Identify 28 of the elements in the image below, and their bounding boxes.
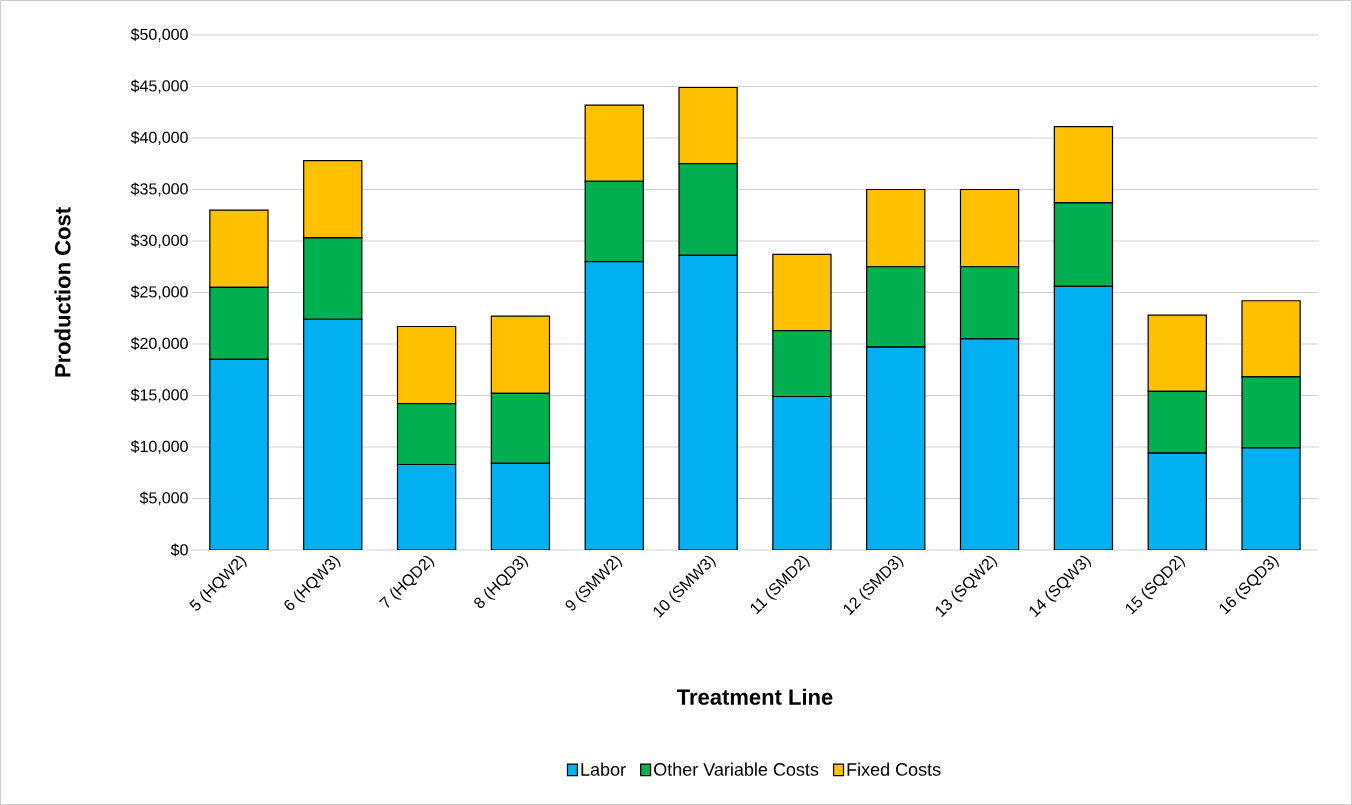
y-tick-label: $10,000 bbox=[130, 440, 188, 454]
y-tick-label: $45,000 bbox=[130, 79, 188, 94]
bar bbox=[209, 359, 269, 550]
bar bbox=[679, 255, 738, 550]
y-tick-label: $30,000 bbox=[130, 234, 188, 248]
y-tick-label: $0 bbox=[170, 543, 188, 557]
y-tick-label: $25,000 bbox=[130, 285, 188, 300]
bar bbox=[303, 319, 362, 550]
y-tick-label: $5,000 bbox=[139, 491, 188, 506]
bar bbox=[772, 396, 831, 550]
bar bbox=[960, 338, 1019, 550]
bar bbox=[1241, 447, 1301, 550]
y-tick-label: $20,000 bbox=[130, 337, 188, 351]
bar bbox=[585, 261, 644, 550]
x-axis-title: Treatment Line bbox=[677, 688, 833, 705]
bar bbox=[1148, 453, 1207, 550]
legend-label: Fixed Costs bbox=[847, 762, 941, 776]
bar bbox=[866, 347, 925, 550]
y-tick-label: $50,000 bbox=[130, 28, 188, 42]
bar bbox=[397, 464, 456, 550]
legend-label: Labor bbox=[581, 762, 626, 776]
y-axis-title: Production Cost bbox=[54, 207, 71, 377]
y-tick-label: $40,000 bbox=[130, 131, 188, 145]
bar bbox=[491, 463, 550, 550]
y-tick-label: $35,000 bbox=[130, 182, 188, 197]
bar bbox=[1054, 286, 1113, 550]
legend-label: Other Variable Costs bbox=[654, 762, 819, 776]
y-tick-label: $15,000 bbox=[130, 388, 188, 403]
